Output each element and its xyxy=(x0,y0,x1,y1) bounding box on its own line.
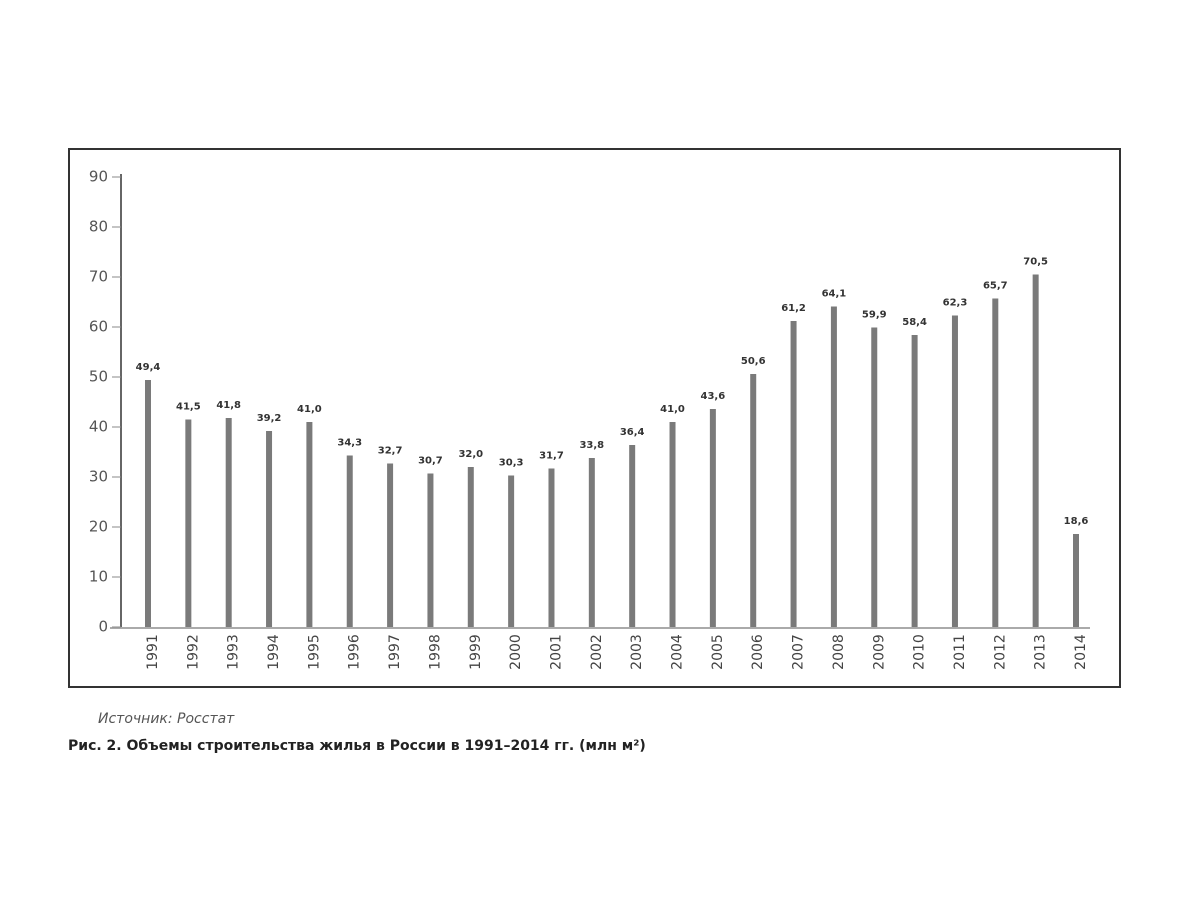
x-tick-label: 2009 xyxy=(871,634,887,670)
x-tick-label: 2000 xyxy=(508,634,524,670)
x-tick-label: 1992 xyxy=(185,634,201,670)
value-label: 65,7 xyxy=(983,281,1008,292)
y-tick-label: 70 xyxy=(89,268,108,286)
x-tick-label: 1991 xyxy=(145,634,161,670)
value-label: 32,7 xyxy=(378,446,403,457)
value-label: 30,7 xyxy=(418,456,443,467)
bar xyxy=(346,455,353,627)
x-tick-label: 2014 xyxy=(1073,634,1089,670)
value-label: 36,4 xyxy=(620,427,645,438)
value-label: 41,5 xyxy=(176,402,201,413)
y-tick-label: 30 xyxy=(89,468,108,486)
x-tick-label: 2004 xyxy=(670,634,686,670)
value-label: 50,6 xyxy=(741,356,766,367)
x-tick-label: 2005 xyxy=(710,634,726,670)
y-tick-label: 40 xyxy=(89,418,108,436)
x-tick-label: 2001 xyxy=(548,634,564,670)
x-tick-label: 2013 xyxy=(1033,634,1049,670)
source: Источник: Росстат xyxy=(98,711,235,727)
bar xyxy=(629,445,636,627)
bar xyxy=(185,419,192,627)
bar xyxy=(588,458,595,627)
bar xyxy=(1032,274,1039,627)
bar xyxy=(911,335,918,627)
x-tick-label: 2003 xyxy=(629,634,645,670)
bar xyxy=(669,422,676,627)
x-tick-label: 2012 xyxy=(992,634,1008,670)
bar xyxy=(790,321,797,627)
y-tick-label: 90 xyxy=(89,168,108,186)
x-tick-label: 2002 xyxy=(589,634,605,670)
caption: Рис. 2. Объемы строительства жилья в Рос… xyxy=(68,738,646,754)
value-label: 41,0 xyxy=(297,404,322,415)
bar xyxy=(225,418,232,627)
value-label: 39,2 xyxy=(257,413,282,424)
value-label: 70,5 xyxy=(1023,257,1048,268)
bar xyxy=(508,475,515,627)
value-label: 64,1 xyxy=(822,289,847,300)
value-label: 18,6 xyxy=(1064,516,1089,527)
x-tick-label: 2008 xyxy=(831,634,847,670)
y-tick-label: 20 xyxy=(89,518,108,536)
y-tick-label: 10 xyxy=(89,568,108,586)
x-tick-label: 2011 xyxy=(952,634,968,670)
x-tick-label: 1994 xyxy=(266,634,282,670)
bar xyxy=(548,468,555,627)
x-tick-label: 1997 xyxy=(387,634,403,670)
value-label: 32,0 xyxy=(458,449,483,460)
bar xyxy=(951,315,958,627)
frame xyxy=(68,148,1121,688)
y-tick-label: 0 xyxy=(98,618,108,636)
value-label: 61,2 xyxy=(781,303,806,314)
y-tick-label: 50 xyxy=(89,368,108,386)
x-tick-label: 1995 xyxy=(306,634,322,670)
x-tick-label: 1999 xyxy=(468,634,484,670)
value-label: 62,3 xyxy=(943,298,968,309)
value-label: 33,8 xyxy=(579,440,604,451)
x-tick-label: 2006 xyxy=(750,634,766,670)
bar xyxy=(387,463,394,627)
value-label: 34,3 xyxy=(337,438,362,449)
value-label: 49,4 xyxy=(136,362,161,373)
value-label: 31,7 xyxy=(539,451,564,462)
value-label: 58,4 xyxy=(902,317,927,328)
x-tick-label: 1993 xyxy=(226,634,242,670)
y-tick-label: 60 xyxy=(89,318,108,336)
value-label: 59,9 xyxy=(862,310,887,321)
x-tick-label: 1998 xyxy=(427,634,443,670)
value-label: 43,6 xyxy=(701,391,726,402)
y-tick-label: 80 xyxy=(89,218,108,236)
bar xyxy=(992,298,999,627)
bar xyxy=(750,374,757,627)
bar xyxy=(871,327,878,627)
bar xyxy=(266,431,273,627)
value-label: 41,0 xyxy=(660,404,685,415)
value-label: 41,8 xyxy=(216,400,241,411)
x-tick-label: 2010 xyxy=(912,634,928,670)
bar xyxy=(1073,534,1079,627)
x-tick-label: 1996 xyxy=(347,634,363,670)
bar xyxy=(306,422,313,627)
bar xyxy=(709,409,716,627)
x-tick-label: 2007 xyxy=(791,634,807,670)
bar xyxy=(830,306,837,627)
bar xyxy=(145,380,151,627)
bar xyxy=(427,473,434,627)
value-label: 30,3 xyxy=(499,458,524,469)
bar xyxy=(467,467,474,627)
